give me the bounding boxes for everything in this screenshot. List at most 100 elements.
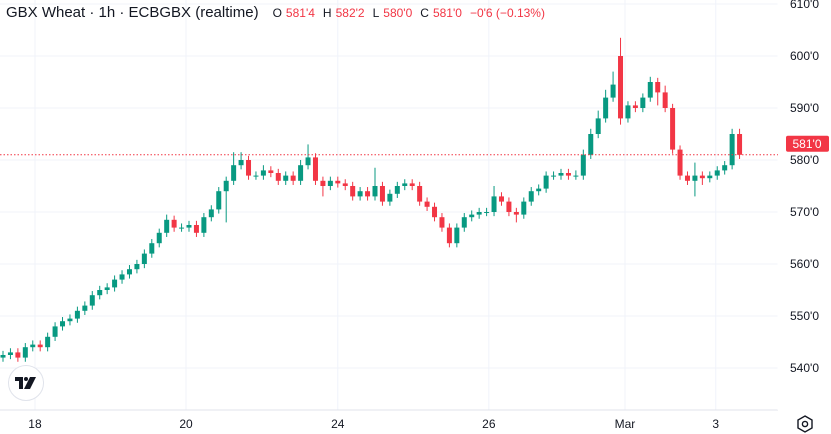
candle-body [565,173,571,176]
candle-body [699,175,705,179]
candle-body [610,84,616,98]
candle [7,348,13,360]
time-tick-label: 26 [482,417,496,431]
candle-body [290,175,296,181]
candle-body [327,180,333,186]
candle-body [22,347,28,358]
price-tick-label: 580'0 [790,153,819,167]
price-tick-label: 610'0 [790,0,819,11]
candle-body [164,219,170,233]
candle-body [513,212,519,215]
candle-body [551,175,557,177]
symbol-legend: GBX Wheat · 1h · ECBGBX (realtime) O 581'… [6,4,549,21]
candle [171,215,177,232]
price-tick-label: 590'0 [790,101,819,115]
candle-body [439,217,445,228]
candle [424,197,430,211]
tradingview-logo-icon[interactable] [8,365,44,401]
candle [89,291,95,310]
candle-body [149,243,155,254]
candle [588,128,594,159]
candle-body [253,175,259,177]
candle [246,155,252,180]
candle-body [60,321,66,327]
symbol-title[interactable]: GBX Wheat · 1h · ECBGBX (realtime) [6,4,259,21]
open-label: O [272,6,282,20]
candle [268,166,274,178]
candle-body [737,134,743,155]
candle-body [662,92,668,108]
candle-body [655,82,661,93]
candle-body [729,134,735,166]
candle-body [498,196,504,202]
candle [164,214,170,237]
candle-body [335,180,341,184]
last-price-marker: 581'0 [0,135,829,156]
candle-body [298,165,304,181]
candle [201,213,207,237]
candle-body [543,175,549,189]
candle-body [156,232,162,244]
candle-body [246,160,252,176]
candle [134,259,140,274]
candle-body [186,225,192,228]
candle [260,165,266,180]
candle [186,220,192,232]
candle-body [357,191,363,197]
time-axis[interactable]: 18 20 24 26 Mar 3 [28,417,719,431]
candle-body [312,157,318,181]
candle [67,314,73,326]
candle-body [722,165,728,171]
candle [521,197,527,219]
candle-body [134,264,140,270]
candle-body [52,326,58,337]
candle [707,171,713,183]
candle [684,171,690,185]
candle-body [603,97,609,119]
candle [327,176,333,191]
candle [543,171,549,193]
candle-body [394,186,400,194]
candle [379,181,385,206]
candle [692,162,698,197]
settings-gear-icon[interactable] [795,414,815,434]
candle [714,166,720,180]
candle [618,37,624,125]
candle-body [112,279,118,288]
candle [737,128,743,159]
candle [640,93,646,113]
candle-body [692,175,698,181]
candle-body [126,269,132,275]
candle [402,179,408,191]
candle [22,343,28,362]
low-label: L [372,6,380,20]
price-tick-label: 600'0 [790,49,819,63]
candle-body [432,206,438,218]
candle [193,220,199,237]
candle-body [379,186,385,202]
candle-body [208,209,214,218]
candle [112,275,118,292]
candle [528,187,534,206]
candle-body [260,170,266,176]
candle [223,176,229,223]
candle-body [201,217,207,233]
candle [82,301,88,315]
candle [603,89,609,123]
close-value: 581'0 [432,6,462,20]
candle [37,340,43,352]
price-tick-label: 560'0 [790,257,819,271]
candle [551,171,557,180]
candle-body [476,212,482,215]
candle [357,187,363,201]
price-tick-label: 550'0 [790,309,819,323]
candle [298,160,304,185]
candle-body [707,175,713,179]
candle-body [580,154,586,176]
candle-body [618,56,624,119]
grid [0,0,778,410]
price-axis[interactable]: 540'0 550'0 560'0 570'0 580'0 590'0 600'0 610'0 [790,0,819,375]
candle-body [491,196,497,212]
high-value: 582'2 [335,6,365,20]
